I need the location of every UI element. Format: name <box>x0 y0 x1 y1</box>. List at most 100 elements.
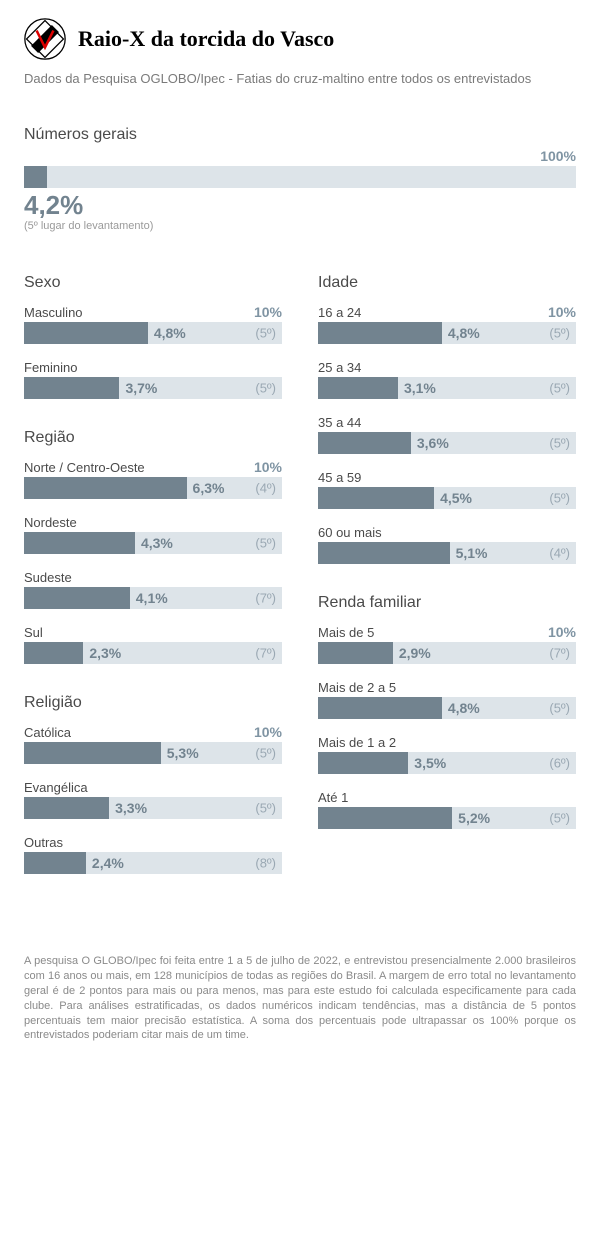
bar-row-label: Até 1 <box>318 790 348 805</box>
header: Raio-X da torcida do Vasco <box>24 18 576 60</box>
bar-value-label: 2,3% <box>89 645 121 661</box>
bar-fill <box>24 742 161 764</box>
bar-row-label: Outras <box>24 835 63 850</box>
bar-row-label: Mais de 2 a 5 <box>318 680 396 695</box>
footnote: A pesquisa O GLOBO/Ipec foi feita entre … <box>24 954 576 1043</box>
bar-rank-label: (5º) <box>255 801 276 816</box>
bar-row: Mais de 1 a 2 3,5%(6º) <box>318 735 576 774</box>
bar-fill <box>24 377 119 399</box>
bar-value-label: 5,3% <box>167 745 199 761</box>
chart-group: Religião Católica10% 5,3% (5º) Evangélica 3,3… <box>24 694 282 874</box>
bar-value-label: 3,5% <box>414 755 446 771</box>
bar-fill <box>24 322 148 344</box>
bar-row: Católica10% 5,3% (5º) <box>24 724 282 764</box>
bar-value-label: 3,1% <box>404 380 436 396</box>
bar-track: 4,3%(5º) <box>24 532 282 554</box>
bar-value-label: 4,8% <box>448 700 480 716</box>
bar-track: 5,1%(4º) <box>318 542 576 564</box>
bar-rank-label: (5º) <box>549 436 570 451</box>
bar-track: 2,3% (7º) <box>24 642 282 664</box>
group-title: Idade <box>318 274 576 292</box>
bar-value-label: 4,8% <box>448 325 480 341</box>
bar-row-header: 25 a 34 <box>318 360 576 375</box>
bar-row-label: 16 a 24 <box>318 305 361 320</box>
bar-row-max: 10% <box>254 459 282 475</box>
bar-row-header: Mais de 1 a 2 <box>318 735 576 750</box>
general-section: Números gerais 100% 4,2% (5º lugar do le… <box>24 126 576 232</box>
bar-value-label: 4,1% <box>136 590 168 606</box>
bar-row-header: Sudeste <box>24 570 282 585</box>
page-subtitle: Dados da Pesquisa OGLOBO/Ipec - Fatias d… <box>24 70 576 88</box>
bar-row: Mais de 2 a 54,8%(5º) <box>318 680 576 719</box>
chart-group: Renda familiar Mais de 5 10% 2,9%(7º) Mais d… <box>318 594 576 829</box>
bar-value-label: 2,9% <box>399 645 431 661</box>
bar-rank-label: (5º) <box>549 491 570 506</box>
chart-group: SexoMasculino10%4,8%(5º)Feminino3,7%(5º) <box>24 274 282 399</box>
bar-row-header: Masculino 10% <box>24 304 282 320</box>
bar-track: 5,3% (5º) <box>24 742 282 764</box>
bar-rank-label: (5º) <box>549 811 570 826</box>
bar-fill <box>24 797 109 819</box>
bar-row-label: Norte / Centro-Oeste <box>24 460 145 475</box>
general-bar-fill <box>24 166 47 188</box>
bar-value-label: 4,8% <box>154 325 186 341</box>
bar-row-label: Mais de 1 a 2 <box>318 735 396 750</box>
bar-row-max: 10% <box>548 624 576 640</box>
bar-value-label: 5,1% <box>456 545 488 561</box>
page-title: Raio-X da torcida do Vasco <box>78 26 334 52</box>
bar-rank-label: (7º) <box>255 646 276 661</box>
bar-fill <box>318 487 434 509</box>
bar-rank-label: (5º) <box>549 381 570 396</box>
bar-track: 3,3%(5º) <box>24 797 282 819</box>
bar-track: 3,1% (5º) <box>318 377 576 399</box>
bar-fill <box>318 752 408 774</box>
bar-row-header: Norte / Centro-Oeste 10% <box>24 459 282 475</box>
bar-row: Sudeste4,1%(7º) <box>24 570 282 609</box>
bar-row-label: Masculino <box>24 305 83 320</box>
group-title: Religião <box>24 694 282 712</box>
bar-row: Outras 2,4%(8º) <box>24 835 282 874</box>
bar-fill <box>24 587 130 609</box>
bar-value-label: 3,6% <box>417 435 449 451</box>
column-left: SexoMasculino10%4,8%(5º)Feminino3,7%(5º)… <box>24 274 282 904</box>
bar-fill <box>24 477 187 499</box>
bar-row-header: 60 ou mais <box>318 525 576 540</box>
bar-row-label: Evangélica <box>24 780 88 795</box>
column-right: Idade16 a 2410%4,8%(5º)25 a 343,1%(5º)35… <box>318 274 576 904</box>
bar-fill <box>318 432 411 454</box>
bar-track: 4,8% (5º) <box>24 322 282 344</box>
bar-rank-label: (5º) <box>255 746 276 761</box>
bar-row-header: 45 a 59 <box>318 470 576 485</box>
chart-group: Idade16 a 2410%4,8%(5º)25 a 343,1%(5º)35… <box>318 274 576 564</box>
bar-row: 16 a 2410%4,8%(5º) <box>318 304 576 344</box>
group-title: Renda familiar <box>318 594 576 612</box>
bar-track: 6,3%(4º) <box>24 477 282 499</box>
bar-value-label: 4,3% <box>141 535 173 551</box>
bar-fill <box>318 697 442 719</box>
bar-row: Masculino 10% 4,8% (5º) <box>24 304 282 344</box>
bar-row-label: 45 a 59 <box>318 470 361 485</box>
bar-rank-label: (5º) <box>255 326 276 341</box>
bar-row: 25 a 34 3,1% (5º) <box>318 360 576 399</box>
bar-row-max: 10% <box>254 304 282 320</box>
bar-row-max: 10% <box>254 724 282 740</box>
bar-row-header: Sul <box>24 625 282 640</box>
bar-fill <box>24 852 86 874</box>
bar-track: 2,4%(8º) <box>24 852 282 874</box>
bar-row-header: Católica10% <box>24 724 282 740</box>
bar-row-label: Sudeste <box>24 570 72 585</box>
general-bar <box>24 166 576 188</box>
bar-row-header: Nordeste <box>24 515 282 530</box>
bar-row-label: Sul <box>24 625 43 640</box>
bar-row-label: Mais de 5 <box>318 625 374 640</box>
general-rank: (5º lugar do levantamento) <box>24 220 576 232</box>
bar-row: 60 ou mais 5,1%(4º) <box>318 525 576 564</box>
bar-fill <box>318 377 398 399</box>
general-value: 4,2% <box>24 192 576 218</box>
bar-value-label: 2,4% <box>92 855 124 871</box>
bar-track: 3,5%(6º) <box>318 752 576 774</box>
bar-track: 2,9%(7º) <box>318 642 576 664</box>
bar-fill <box>24 532 135 554</box>
bar-row-header: Evangélica <box>24 780 282 795</box>
general-title: Números gerais <box>24 126 576 144</box>
